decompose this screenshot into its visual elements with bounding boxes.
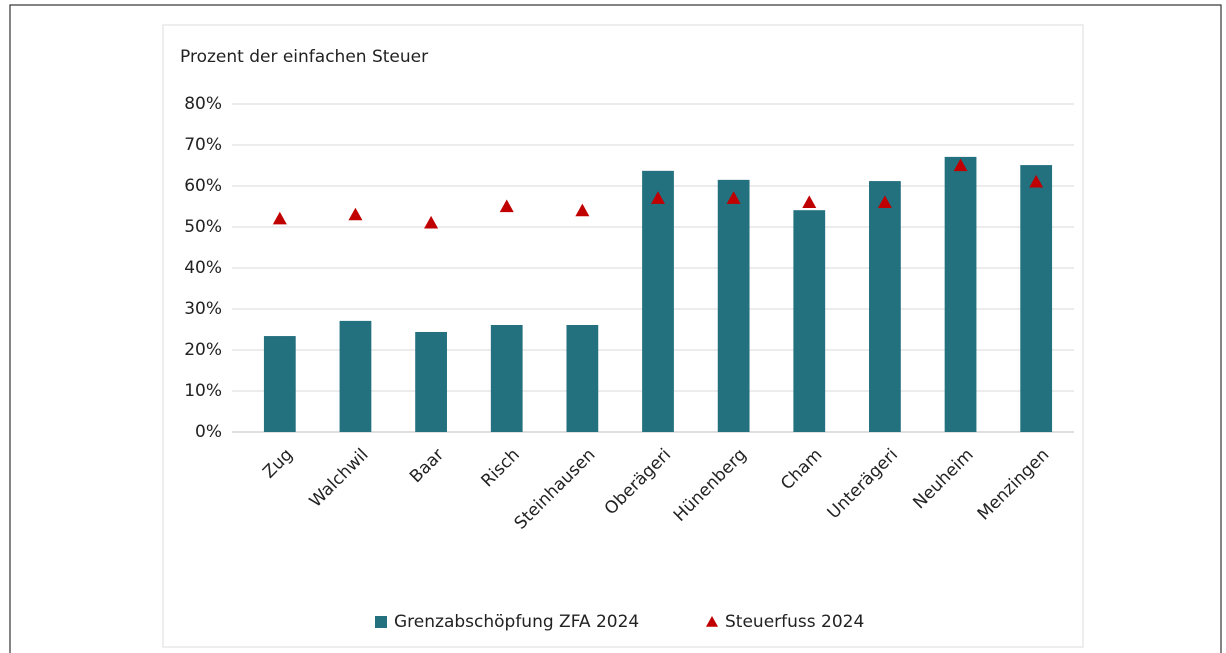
bar [793,210,826,432]
y-tick-label: 20% [184,340,222,360]
legend-swatch [706,616,718,627]
legend-label: Steuerfuss 2024 [725,612,864,632]
bar [944,156,977,432]
bar [263,336,296,432]
y-tick-label: 30% [184,299,222,319]
triangle-marker [1029,174,1044,188]
legend-swatch [375,616,387,628]
triangle-marker [348,207,363,221]
legend-label: Grenzabschöpfung ZFA 2024 [394,612,639,632]
y-tick-label: 0% [195,422,222,442]
y-tick-label: 60% [184,176,222,196]
triangle-marker [953,158,968,172]
triangle-marker [726,191,741,204]
y-tick-label: 70% [184,135,222,155]
y-tick-label: 10% [184,381,222,401]
bar [642,170,674,432]
y-tick-label: 80% [184,94,222,114]
y-tick-label: 40% [184,258,222,278]
triangle-marker [499,199,514,213]
triangle-marker [802,195,817,208]
triangle-marker [272,211,287,225]
bar [339,320,372,432]
y-axis-label: Prozent der einfachen Steuer [180,47,428,67]
y-tick-label: 50% [184,217,222,237]
chart-box [162,24,1084,648]
bar [566,324,599,432]
triangle-marker [424,215,439,229]
triangle-marker [575,203,590,217]
bar [415,331,447,432]
triangle-marker [651,191,665,204]
bar [1020,165,1053,432]
triangle-marker [877,195,892,208]
frame [9,4,1222,653]
bar [490,324,523,432]
bar [869,181,901,432]
bar [717,179,750,432]
